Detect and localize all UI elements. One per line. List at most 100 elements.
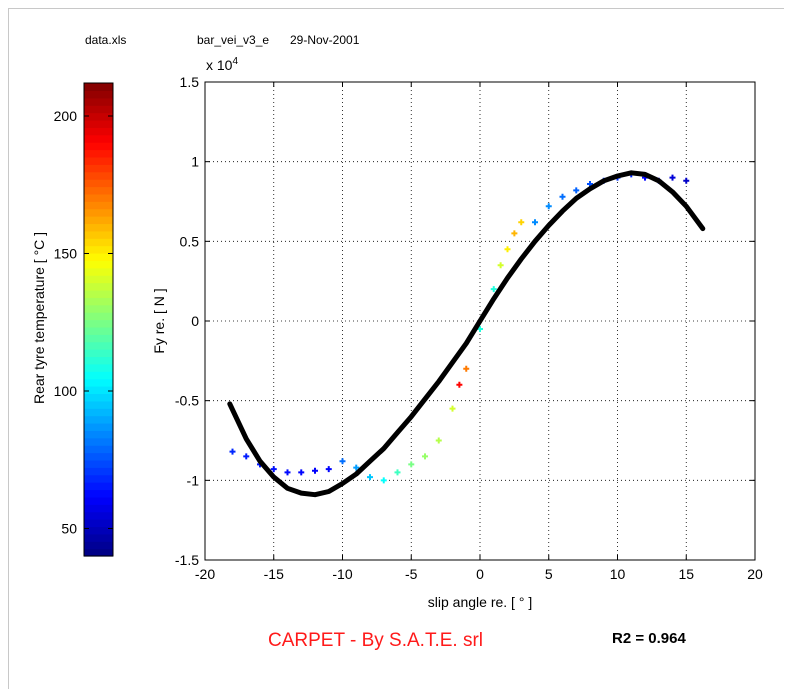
fit-curve [227, 170, 706, 498]
colorbar-step [84, 252, 113, 261]
colorbar-step [84, 267, 113, 276]
x-tick-label: 15 [678, 566, 694, 582]
fit-line [227, 170, 706, 498]
colorbar-step [84, 171, 113, 180]
scatter-point [298, 469, 305, 476]
y-tick-label: 1.5 [180, 74, 200, 90]
colorbar-step [84, 289, 113, 298]
colorbar-tick-label: 100 [54, 383, 78, 399]
scatter-point [559, 193, 566, 200]
colorbar-step [84, 156, 113, 165]
r2-value: R2 = 0.964 [612, 630, 686, 647]
colorbar-step [84, 386, 113, 395]
colorbar-step [84, 422, 113, 431]
scatter-point [394, 469, 401, 476]
x-tick-label: 5 [545, 566, 553, 582]
colorbar-step [84, 193, 113, 202]
colorbar-tick-label: 200 [54, 108, 78, 124]
colorbar-step [84, 519, 113, 528]
scatter-point [456, 381, 463, 388]
scatter-point [325, 466, 332, 473]
colorbar-step [84, 208, 113, 217]
colorbar-step [84, 349, 113, 358]
scatter-point [545, 203, 552, 210]
colorbar-step [84, 445, 113, 454]
colorbar-step [84, 334, 113, 343]
scatter-point [449, 405, 456, 412]
scatter-point [408, 461, 415, 468]
colorbar-step [84, 415, 113, 424]
x-axis-label: slip angle re. [ ° ] [428, 594, 532, 610]
colorbar-step [84, 304, 113, 313]
scatter-point [312, 467, 318, 474]
y-tick-label: -1.5 [175, 552, 199, 568]
colorbar-step [84, 127, 113, 136]
colorbar-step [84, 164, 113, 173]
colorbar-step [84, 201, 113, 210]
scatter-point [497, 262, 504, 269]
y-tick-label: -0.5 [175, 393, 199, 409]
colorbar-step [84, 223, 113, 232]
colorbar-step [84, 371, 113, 380]
axis-ticks: -20 -15 -10 -5 0 5 10 15 20 -1.5 -1 -0.5 0 0.5 1 1.5 [175, 74, 763, 582]
colorbar-step [84, 275, 113, 284]
colorbar-step [84, 245, 113, 254]
scatter-point [435, 437, 442, 444]
colorbar-step [84, 312, 113, 321]
x-tick-label: 0 [476, 566, 484, 582]
colorbar-step [84, 496, 113, 505]
colorbar-step [84, 489, 113, 498]
colorbar-step [84, 408, 113, 417]
colorbar-step [84, 548, 113, 557]
scatter-point [339, 458, 346, 465]
colorbar-step [84, 97, 113, 106]
colorbar-step [84, 400, 113, 409]
colorbar-step [84, 452, 113, 461]
colorbar-step [84, 504, 113, 513]
colorbar-step [84, 119, 113, 128]
colorbar-step [84, 142, 113, 151]
colorbar-step [84, 83, 113, 91]
colorbar-tick-label: 150 [54, 246, 78, 262]
x-tick-label: -5 [405, 566, 418, 582]
colorbar-step [84, 134, 113, 143]
header-file: data.xls [85, 33, 127, 47]
x-tick-label: -10 [332, 566, 352, 582]
colorbar-step [84, 282, 113, 291]
scatter-point [573, 187, 580, 194]
colorbar-step [84, 216, 113, 225]
x-tick-label: 20 [747, 566, 763, 582]
colorbar-step [84, 90, 113, 99]
y-tick-label: 0.5 [180, 233, 200, 249]
colorbar-step [84, 326, 113, 335]
colorbar-step [84, 437, 113, 446]
colorbar-step [84, 378, 113, 387]
scatter-point [683, 177, 690, 184]
colorbar-label: Rear tyre temperature [ °C ] [31, 232, 47, 404]
scatter-point [353, 464, 360, 471]
scatter-point [463, 365, 470, 372]
colorbar-step [84, 541, 113, 550]
header-date: 29-Nov-2001 [290, 33, 360, 47]
colorbar-step [84, 105, 113, 114]
colorbar-step [84, 467, 113, 476]
colorbar-step [84, 186, 113, 195]
colorbar-step [84, 474, 113, 483]
colorbar-tick-label: 50 [61, 521, 77, 537]
colorbar-step [84, 393, 113, 402]
colorbar-step [84, 341, 113, 350]
scatter-point [243, 453, 250, 460]
scatter-point [422, 453, 428, 460]
x-tick-label: -20 [195, 566, 215, 582]
colorbar-step [84, 179, 113, 188]
colorbar-step [84, 238, 113, 247]
x-tick-label: -15 [264, 566, 284, 582]
y-tick-label: 1 [191, 154, 199, 170]
colorbar-step [84, 363, 113, 372]
scatter-point [229, 448, 236, 455]
colorbar-step [84, 459, 113, 468]
x-tick-label: 10 [610, 566, 626, 582]
colorbar-step [84, 482, 113, 491]
scatter-point [284, 469, 291, 476]
